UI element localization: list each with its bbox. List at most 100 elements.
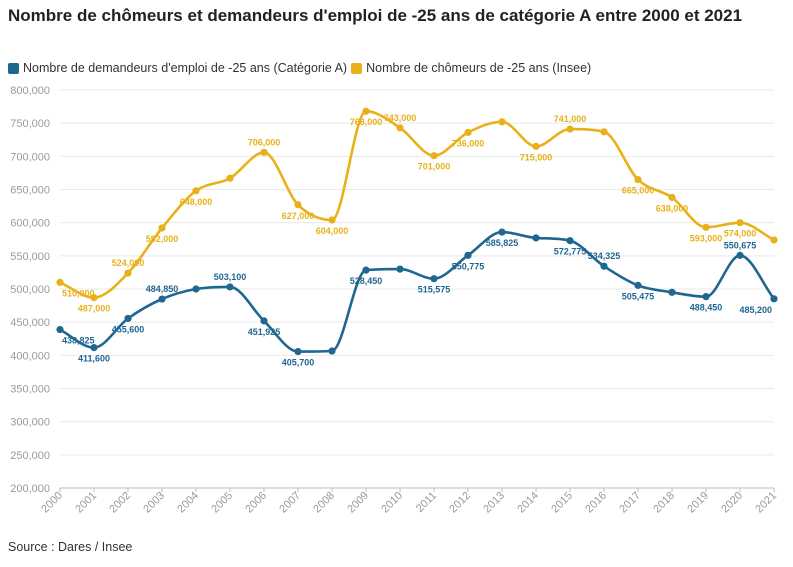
y-tick-label: 250,000 [10, 450, 50, 462]
data-point-demandeurs[interactable] [498, 228, 506, 236]
y-tick-label: 550,000 [10, 251, 50, 263]
x-tick-label: 2017 [617, 490, 643, 516]
y-tick-label: 800,000 [10, 85, 50, 97]
data-point-chomeurs[interactable] [566, 125, 574, 133]
data-label-demandeurs: 550,675 [724, 240, 757, 250]
data-point-chomeurs[interactable] [634, 175, 642, 184]
data-label-chomeurs: 736,000 [452, 138, 485, 148]
data-point-demandeurs[interactable] [532, 234, 540, 242]
data-point-demandeurs[interactable] [158, 295, 166, 303]
data-point-demandeurs[interactable] [600, 262, 608, 270]
data-label-demandeurs: 528,450 [350, 276, 383, 286]
data-point-chomeurs[interactable] [770, 236, 778, 244]
x-tick-label: 2019 [685, 490, 711, 516]
data-point-demandeurs[interactable] [90, 344, 98, 352]
data-label-demandeurs: 485,200 [739, 305, 772, 315]
data-point-chomeurs[interactable] [192, 187, 200, 195]
data-label-demandeurs: 488,450 [690, 303, 723, 313]
data-label-demandeurs: 505,475 [622, 291, 655, 301]
data-point-chomeurs[interactable] [158, 224, 166, 232]
data-label-demandeurs: 405,700 [282, 358, 315, 368]
legend-swatch-chomeurs [351, 62, 363, 74]
data-label-chomeurs: 741,000 [554, 114, 587, 124]
x-tick-label: 2014 [515, 490, 541, 516]
data-point-demandeurs[interactable] [226, 283, 234, 291]
data-label-chomeurs: 638,000 [656, 203, 689, 213]
x-tick-label: 2005 [209, 490, 235, 516]
data-label-chomeurs: 665,000 [622, 186, 655, 196]
data-point-chomeurs[interactable] [362, 107, 370, 115]
data-point-demandeurs[interactable] [192, 285, 200, 293]
data-point-demandeurs[interactable] [668, 288, 676, 296]
data-point-demandeurs[interactable] [770, 295, 778, 303]
y-tick-label: 350,000 [10, 384, 50, 396]
series-demandeurs: 438,825 411,600 455,600 484,850 503,100 451,9… [56, 228, 778, 368]
legend-item-chomeurs[interactable]: Nombre de chômeurs de -25 ans (Insee) [351, 61, 591, 75]
x-tick-label: 2016 [583, 490, 609, 516]
y-tick-label: 650,000 [10, 185, 50, 197]
data-point-chomeurs[interactable] [56, 278, 64, 286]
data-label-chomeurs: 510,000 [62, 288, 95, 298]
x-tick-label: 2001 [73, 490, 99, 516]
x-tick-label: 2013 [481, 490, 507, 516]
data-point-chomeurs[interactable] [124, 269, 132, 277]
data-point-chomeurs[interactable] [294, 201, 302, 209]
data-point-demandeurs[interactable] [294, 347, 302, 356]
data-label-chomeurs: 768,000 [350, 117, 383, 127]
data-point-demandeurs[interactable] [396, 265, 404, 273]
x-axis: 2000 2001 2002 2003 2004 2005 2006 2007 2008 2009… [39, 488, 779, 515]
chart-title: Nombre de chômeurs et demandeurs d'emplo… [8, 6, 743, 25]
y-tick-label: 200,000 [10, 483, 50, 495]
x-tick-label: 2021 [753, 490, 779, 516]
data-label-chomeurs: 593,000 [690, 233, 723, 243]
data-label-demandeurs: 411,600 [78, 354, 110, 364]
data-point-chomeurs[interactable] [736, 219, 744, 227]
y-tick-label: 450,000 [10, 317, 50, 329]
data-point-demandeurs[interactable] [328, 347, 336, 355]
data-label-demandeurs: 534,325 [588, 251, 621, 261]
data-point-demandeurs[interactable] [634, 281, 642, 289]
x-tick-label: 2020 [719, 490, 745, 516]
data-point-chomeurs[interactable] [532, 142, 540, 150]
data-point-chomeurs[interactable] [600, 128, 608, 136]
data-label-demandeurs: 550,775 [452, 261, 485, 271]
data-point-demandeurs[interactable] [362, 266, 370, 274]
x-tick-label: 2002 [107, 490, 133, 516]
data-point-demandeurs[interactable] [736, 251, 744, 259]
data-point-chomeurs[interactable] [430, 152, 438, 160]
data-point-demandeurs[interactable] [464, 251, 472, 259]
data-point-chomeurs[interactable] [90, 294, 98, 302]
series-line-demandeurs [59, 230, 776, 353]
data-point-demandeurs[interactable] [56, 325, 64, 334]
x-tick-label: 2015 [549, 490, 575, 516]
data-point-chomeurs[interactable] [260, 148, 268, 156]
data-point-chomeurs[interactable] [226, 174, 234, 182]
data-label-chomeurs: 574,000 [724, 229, 757, 239]
data-point-demandeurs[interactable] [566, 237, 574, 245]
legend-label-demandeurs: Nombre de demandeurs d'emploi de -25 ans… [23, 61, 348, 75]
data-label-demandeurs: 585,825 [486, 238, 519, 248]
x-tick-label: 2018 [651, 490, 677, 516]
data-label-demandeurs: 484,850 [146, 284, 179, 294]
data-label-chomeurs: 487,000 [78, 304, 111, 314]
data-point-demandeurs[interactable] [260, 317, 268, 325]
legend-item-demandeurs[interactable]: Nombre de demandeurs d'emploi de -25 ans… [8, 61, 347, 75]
data-label-chomeurs: 715,000 [520, 152, 553, 162]
data-point-demandeurs[interactable] [702, 293, 710, 301]
legend: Nombre de demandeurs d'emploi de -25 ans… [8, 59, 595, 77]
data-point-chomeurs[interactable] [464, 128, 472, 137]
data-point-demandeurs[interactable] [430, 275, 438, 283]
x-tick-label: 2011 [414, 490, 439, 515]
data-point-demandeurs[interactable] [124, 314, 132, 323]
y-tick-label: 400,000 [10, 350, 50, 362]
data-point-chomeurs[interactable] [702, 223, 710, 231]
data-label-chomeurs: 592,000 [146, 234, 179, 244]
data-label-demandeurs: 438,825 [62, 336, 95, 346]
data-point-chomeurs[interactable] [396, 124, 404, 132]
data-label-chomeurs: 648,000 [180, 197, 213, 207]
data-label-demandeurs: 572,775 [554, 247, 587, 257]
data-point-chomeurs[interactable] [498, 118, 506, 126]
data-label-demandeurs: 515,575 [418, 285, 451, 295]
data-point-chomeurs[interactable] [668, 193, 676, 202]
data-point-chomeurs[interactable] [328, 216, 336, 224]
